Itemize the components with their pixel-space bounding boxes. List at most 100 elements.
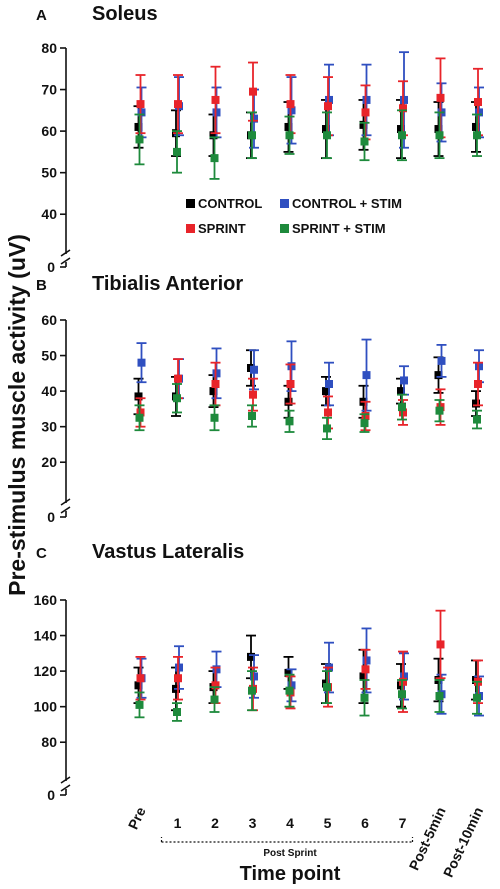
axis-break-mark bbox=[60, 498, 71, 506]
data-point bbox=[397, 125, 405, 134]
data-point bbox=[250, 365, 258, 374]
data-point bbox=[212, 108, 221, 117]
series-sprint-stim bbox=[134, 670, 482, 722]
legend-marker bbox=[186, 224, 195, 233]
data-point bbox=[397, 387, 405, 396]
data-point bbox=[286, 100, 295, 109]
data-point bbox=[475, 362, 483, 371]
legend-label: CONTROL bbox=[198, 196, 262, 211]
x-tick-label: 7 bbox=[399, 815, 407, 831]
data-point bbox=[135, 700, 144, 709]
data-point bbox=[174, 100, 182, 109]
data-point bbox=[134, 392, 143, 401]
data-point bbox=[286, 380, 295, 388]
data-point bbox=[210, 413, 219, 422]
axis-break-mark bbox=[60, 776, 71, 784]
data-point bbox=[173, 147, 181, 156]
data-point bbox=[474, 98, 482, 107]
data-point bbox=[398, 131, 406, 140]
data-point bbox=[209, 387, 218, 396]
y-tick-label: 60 bbox=[41, 123, 57, 139]
data-point bbox=[325, 95, 333, 104]
data-point bbox=[285, 417, 294, 426]
data-point bbox=[211, 380, 220, 388]
y-tick-label: 30 bbox=[41, 419, 57, 435]
data-point bbox=[285, 131, 294, 140]
x-tick-label: Post-5min bbox=[406, 805, 449, 873]
data-point bbox=[136, 100, 145, 109]
y-tick-label: 80 bbox=[41, 734, 57, 750]
x-tick-label: 3 bbox=[249, 815, 257, 831]
data-point bbox=[399, 677, 407, 686]
data-point bbox=[284, 668, 293, 677]
data-point bbox=[362, 95, 371, 104]
y-tick-label: 0 bbox=[47, 509, 55, 525]
panel-b: B Tibialis Anterior 20 30 40 50 60 0 bbox=[36, 273, 484, 525]
axis-break-mark bbox=[60, 506, 71, 514]
y-tick-label: 140 bbox=[34, 628, 58, 644]
y-tick-label: 70 bbox=[41, 82, 57, 98]
data-point bbox=[250, 114, 258, 123]
data-point bbox=[400, 376, 408, 385]
x-tick-label: Post-10min bbox=[440, 805, 486, 880]
post-sprint-bracket bbox=[160, 837, 414, 843]
data-point bbox=[137, 108, 146, 117]
legend-marker bbox=[186, 199, 195, 208]
data-point bbox=[399, 408, 407, 417]
data-point bbox=[249, 390, 257, 399]
panel-title: Tibialis Anterior bbox=[92, 273, 243, 295]
series-control-stim bbox=[136, 338, 484, 412]
data-point bbox=[361, 108, 370, 117]
series-sprint bbox=[135, 358, 483, 432]
data-point bbox=[474, 380, 482, 388]
legend: CONTROL CONTROL + STIM SPRINT SPRINT + STIM bbox=[186, 196, 402, 236]
y-tick-label: 40 bbox=[41, 206, 57, 222]
data-point bbox=[212, 369, 221, 378]
y-tick-label: 100 bbox=[34, 699, 58, 715]
panel-letter: B bbox=[36, 277, 47, 294]
data-point bbox=[360, 693, 369, 702]
data-point bbox=[434, 371, 443, 380]
data-point bbox=[473, 131, 481, 140]
data-point bbox=[174, 674, 182, 683]
data-point bbox=[211, 681, 220, 690]
x-tick-label: 4 bbox=[286, 815, 294, 831]
series-sprint-stim bbox=[134, 109, 482, 180]
x-axis-label: Time point bbox=[240, 863, 341, 885]
panel-letter: A bbox=[36, 7, 47, 24]
x-tick-label: 6 bbox=[361, 815, 369, 831]
x-tick-label: 5 bbox=[324, 815, 332, 831]
data-point bbox=[136, 674, 145, 683]
data-point bbox=[284, 122, 293, 131]
axis-break-mark bbox=[60, 249, 71, 257]
data-point bbox=[475, 108, 483, 117]
data-point bbox=[211, 95, 220, 104]
data-point bbox=[362, 371, 371, 380]
data-point bbox=[473, 415, 481, 424]
x-tick-label: Pre bbox=[125, 804, 149, 831]
data-point bbox=[360, 419, 369, 428]
data-point bbox=[472, 122, 480, 131]
data-point bbox=[324, 102, 332, 111]
data-point bbox=[287, 681, 296, 690]
y-tick-label: 120 bbox=[34, 663, 58, 679]
data-point bbox=[322, 387, 330, 396]
y-tick-label: 50 bbox=[41, 165, 57, 181]
panel-c: C Vastus Lateralis 80 100 120 140 160 0 bbox=[34, 541, 484, 803]
data-point bbox=[325, 380, 333, 388]
y-tick-label: 60 bbox=[41, 312, 57, 328]
y-tick-label: 50 bbox=[41, 348, 57, 364]
data-point bbox=[472, 399, 480, 408]
data-point bbox=[400, 95, 408, 104]
data-point bbox=[398, 403, 406, 412]
legend-label: CONTROL + STIM bbox=[292, 196, 402, 211]
data-point bbox=[248, 131, 256, 140]
data-point bbox=[210, 154, 219, 163]
data-point bbox=[435, 692, 444, 700]
panel-title: Soleus bbox=[92, 3, 158, 25]
data-point bbox=[359, 672, 368, 681]
data-point bbox=[173, 394, 181, 403]
post-sprint-label: Post Sprint bbox=[263, 848, 317, 859]
data-point bbox=[285, 686, 294, 695]
y-tick-label: 160 bbox=[34, 592, 58, 608]
